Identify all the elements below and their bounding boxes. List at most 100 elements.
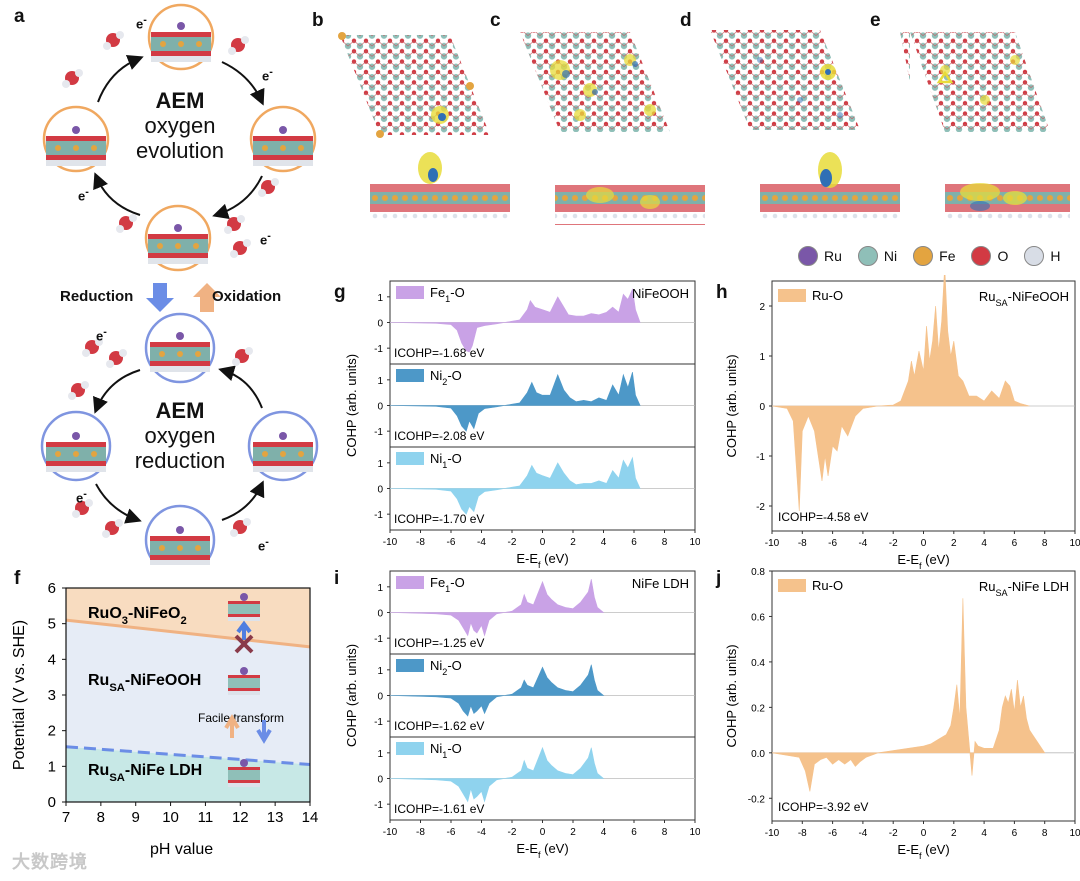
cycle-arrow [218,365,263,409]
chart-title: RuSA-NiFeOOH [979,289,1069,308]
region-rusa-nifeooh [66,620,310,765]
structure-e [900,32,910,82]
x-tick-label: 10 [689,827,700,838]
panel-label-a: a [14,6,25,27]
y-tick-label: 3 [48,687,56,704]
x-tick-label: -4 [858,828,867,839]
y-tick-label: 2 [48,723,56,740]
icohp-label: ICOHP=-1.25 eV [394,636,484,650]
x-tick-label: -10 [383,827,398,838]
x-tick-label: 8 [662,827,668,838]
y-tick-label: 5 [48,616,56,633]
cycle-arrow [93,172,141,216]
x-tick-label: 0 [921,538,927,549]
arrow-down-blue-icon [256,720,272,744]
y-tick-label: 0 [48,794,56,811]
x-tick-label: 8 [1042,828,1048,839]
cohp-area-fe1 [389,579,605,637]
x-tick-label: -4 [477,537,486,548]
y-tick-label: 0 [377,609,383,620]
y-tick-label: 0 [759,402,765,413]
icohp-label: ICOHP=-1.70 eV [394,512,484,526]
legend-swatch [778,289,806,302]
orr-node-left [40,410,112,482]
legend-swatch [396,742,424,755]
y-tick-label: -1 [374,634,383,645]
legend-label-o: O [997,248,1009,264]
legend-label: Ni1-O [430,451,462,470]
x-tick-label: 8 [662,537,668,548]
y-tick-label: 0 [377,692,383,703]
chart-title: RuSA-NiFe LDH [979,579,1069,598]
legend-label: Ru-O [812,288,843,303]
x-tick-label: 11 [198,809,214,826]
x-axis-label: E-Ef (eV) [897,552,949,570]
y-tick-label: 0 [377,319,383,330]
x-axis-label: pH value [150,841,213,858]
y-tick-label: 1 [377,293,383,304]
electron-label: e- [258,536,269,554]
y-tick-label: -1 [374,510,383,521]
cycle-arrow [221,61,265,106]
x-tick-label: 14 [302,809,319,826]
x-tick-label: -10 [765,828,780,839]
transform-label: Facile transform [198,711,284,725]
x-tick-label: 2 [951,828,957,839]
x-tick-label: -6 [828,538,837,549]
electron-label: e- [260,230,271,248]
cohp-area-ru-o [771,275,1030,512]
legend-label: Fe1-O [430,575,465,594]
y-tick-label: 1 [759,352,765,363]
x-tick-label: 8 [97,809,105,826]
x-tick-label: 4 [981,828,987,839]
x-tick-label: 9 [132,809,140,826]
panel-label-h: h [716,282,728,303]
x-axis-label: E-Ef (eV) [897,842,949,861]
legend-label-fe: Fe [939,248,956,264]
electron-label: e- [76,488,87,506]
y-axis-label: COHP (arb. units) [344,354,359,457]
y-tick-label: 0.0 [751,749,765,760]
legend-label: Ni2-O [430,368,462,387]
cycle-arrow [97,55,144,103]
x-tick-label: 10 [689,537,700,548]
y-tick-label: 0.8 [751,567,765,578]
arrow-up-orange-icon [224,714,240,738]
x-tick-label: 4 [601,537,607,548]
x-tick-label: -6 [447,537,456,548]
legend-label-h: H [1050,248,1061,264]
y-tick-label: -1 [374,717,383,728]
x-tick-label: 0 [921,828,927,839]
oxidation-arrow-icon [193,283,221,312]
x-tick-label: 6 [631,827,637,838]
cohp-area-fe1 [389,288,641,353]
x-tick-label: -8 [416,827,425,838]
cohp-area-ni2 [389,664,605,717]
icohp-label: ICOHP=-1.68 eV [394,346,484,360]
panel-j-cohp-chart: 0.8 0.6 0.4 0.2 0.0 -0.2 -10 -8 -6 -4 -2 0 2 4 6 8 10 Ru-… [724,567,1080,861]
y-tick-label: -1 [374,427,383,438]
oer-node-left [42,105,110,173]
y-tick-label: 4 [48,651,56,668]
y-tick-label: 0 [377,775,383,786]
x-tick-label: -2 [889,538,898,549]
electron-label: e- [136,14,147,32]
oer-node-top [147,3,215,71]
x-tick-label: 10 [1069,538,1080,549]
cohp-area-ni1 [389,746,605,803]
orr-node-top [144,312,216,384]
legend-label-ru: Ru [824,248,842,264]
x-tick-label: 4 [981,538,987,549]
cycle-arrow [212,175,263,220]
icohp-label: ICOHP=-1.62 eV [394,719,484,733]
x-tick-label: 0 [540,827,546,838]
x-tick-label: 13 [267,809,284,826]
icohp-label: ICOHP=-3.92 eV [778,800,868,814]
y-tick-label: 1 [377,749,383,760]
x-tick-label: -2 [508,827,517,838]
x-tick-label: -4 [477,827,486,838]
legend-swatch [396,576,424,589]
y-tick-label: -1 [374,800,383,811]
